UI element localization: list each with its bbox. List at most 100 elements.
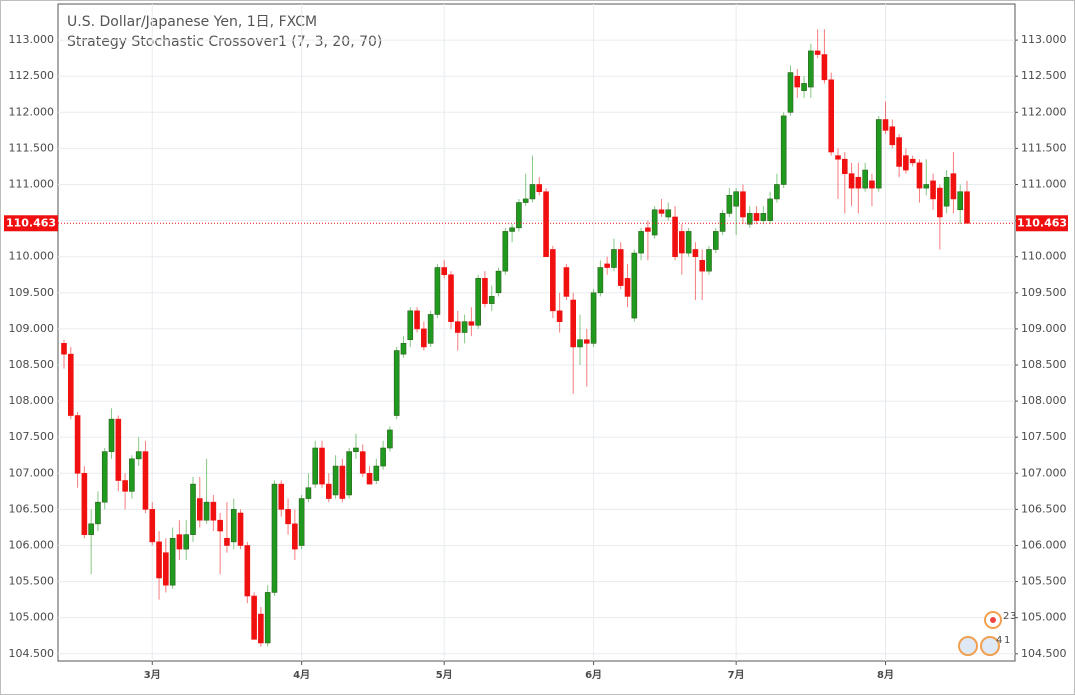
candle-body (258, 613, 264, 644)
candle-body (869, 180, 875, 189)
y-tick-label-right: 109.500 (1021, 286, 1067, 299)
candle-body (950, 173, 957, 200)
y-tick-label-right: 106.000 (1021, 538, 1067, 551)
y-tick-label-right: 112.500 (1021, 69, 1067, 82)
x-tick-label: 6月 (585, 669, 602, 681)
y-tick-label-right: 108.500 (1021, 358, 1067, 371)
candle-body (882, 119, 889, 131)
candle-body (346, 451, 352, 496)
candle-body (685, 231, 692, 254)
candle-body (427, 314, 434, 344)
candle-body (353, 447, 359, 452)
candle-body (74, 415, 81, 474)
candle-body (230, 509, 237, 543)
candle-body (217, 519, 223, 532)
candle-body (706, 249, 712, 272)
candle-body (631, 252, 638, 319)
y-tick-label-right: 111.000 (1021, 177, 1067, 190)
candle-body (801, 83, 807, 91)
candle-body (767, 198, 773, 221)
y-tick-label: 106.000 (9, 538, 55, 551)
candle-body (835, 155, 841, 160)
candle-body (210, 501, 217, 521)
candle-body (733, 191, 739, 207)
candle-body (325, 483, 332, 499)
candle-body (101, 451, 108, 503)
chart-title: U.S. Dollar/Japanese Yen, 1日, FXCM (67, 14, 317, 30)
candle-body (441, 267, 448, 276)
candle-body (142, 451, 149, 510)
event-count: 1 (1004, 635, 1010, 646)
candle-body (264, 592, 271, 644)
candle-body (536, 184, 543, 193)
candle-body (224, 537, 230, 546)
candle-body (550, 249, 556, 312)
candle-body (380, 447, 386, 467)
candle-body (909, 158, 916, 164)
y-tick-label: 112.500 (9, 69, 55, 82)
candle-body (937, 187, 943, 218)
candle-body (896, 137, 902, 167)
last-price-tag (1016, 215, 1068, 232)
candle-body (556, 310, 563, 322)
candle-body (746, 213, 753, 225)
candle-body (482, 278, 488, 304)
candle-body (292, 523, 298, 550)
candle-body (129, 458, 135, 492)
candle-body (638, 231, 644, 254)
candle-body (645, 227, 651, 232)
candle-body (400, 343, 407, 355)
candle-body (624, 278, 631, 297)
candle-body (359, 451, 366, 474)
y-tick-label-right: 111.500 (1021, 141, 1067, 154)
event-dot (990, 617, 996, 623)
candle-body (298, 498, 305, 546)
event-count: 3 (1010, 611, 1016, 622)
event-badge (980, 636, 1000, 656)
candle-body (502, 231, 509, 272)
candle-body (475, 278, 481, 326)
x-tick-label: 3月 (144, 669, 161, 681)
candle-body (305, 487, 312, 499)
candle-body (278, 483, 285, 510)
candle-body (543, 191, 549, 257)
x-tick-label: 7月 (728, 669, 745, 681)
candle-body (203, 501, 210, 521)
event-badge (958, 636, 978, 656)
candle-body (841, 158, 848, 174)
candle-body (712, 231, 719, 250)
candle-body (244, 545, 251, 597)
y-tick-label: 111.000 (9, 177, 55, 190)
y-tick-label: 113.000 (9, 33, 55, 46)
candle-body (461, 321, 468, 333)
candle-body (516, 202, 522, 229)
candle-body (237, 512, 244, 546)
candle-body (61, 343, 67, 355)
candle-body (319, 447, 325, 485)
candle-body (387, 429, 393, 449)
candle-body (108, 418, 115, 452)
candle-body (529, 184, 536, 200)
candle-body (665, 209, 672, 218)
event-count: 2 (1003, 611, 1009, 622)
candle-body (570, 299, 577, 348)
candle-body (183, 534, 190, 550)
y-tick-label-right: 110.000 (1021, 250, 1067, 263)
candle-body (658, 209, 665, 214)
candle-body (373, 465, 380, 481)
candle-body (611, 249, 617, 268)
x-tick-label: 4月 (293, 669, 310, 681)
candle-body (414, 310, 420, 330)
y-tick-label: 109.500 (9, 286, 55, 299)
event-count: 4 (996, 635, 1002, 646)
y-tick-label: 109.000 (9, 322, 55, 335)
candle-body (848, 173, 855, 189)
y-tick-label-right: 105.000 (1021, 611, 1067, 624)
plot-border (57, 3, 1016, 662)
candle-body (916, 162, 923, 189)
candle-body (862, 169, 868, 189)
candle-body (88, 523, 94, 535)
candle-body (393, 350, 400, 416)
candle-body (780, 115, 787, 185)
